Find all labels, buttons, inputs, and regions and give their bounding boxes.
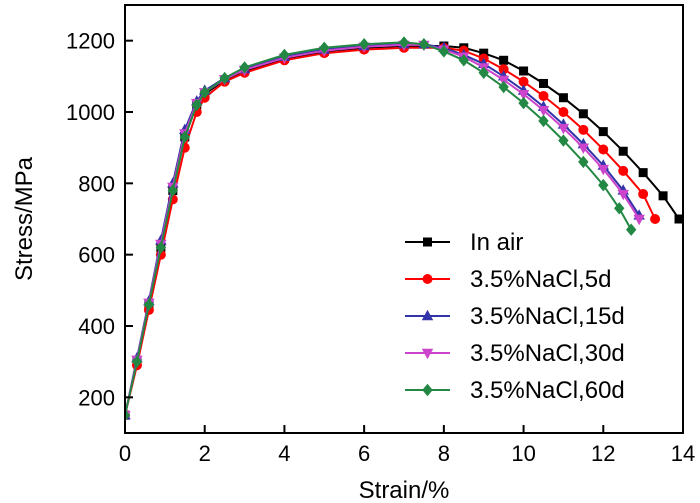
data-point (438, 45, 450, 58)
legend-entry-2: 3.5%NaCl,5d (405, 266, 611, 293)
data-point (498, 80, 509, 94)
y-tick-label: 600 (78, 243, 115, 268)
data-point (143, 298, 155, 311)
data-point (577, 143, 590, 154)
data-point (558, 134, 569, 147)
legend-label: In air (470, 229, 523, 256)
legend-entry-5: 3.5%NaCl,60d (405, 377, 625, 404)
legend-entry-4: 3.5%NaCl,30d (405, 340, 625, 367)
legend-label: 3.5%NaCl,15d (470, 303, 625, 330)
series-layer (125, 36, 683, 422)
data-point (478, 66, 489, 79)
data-point (191, 98, 202, 112)
x-tick-label: 8 (438, 441, 450, 466)
data-point (239, 61, 250, 74)
data-point (518, 96, 529, 110)
data-point (557, 123, 570, 135)
y-tick-label: 400 (78, 314, 115, 339)
x-axis-title: Strain/% (359, 477, 450, 503)
data-point (598, 178, 609, 192)
data-point (358, 38, 370, 51)
legend-marker (421, 348, 434, 360)
data-point (398, 36, 410, 49)
data-point (597, 164, 609, 176)
data-point (578, 124, 589, 135)
legend-marker (422, 274, 433, 284)
data-point (479, 48, 489, 58)
data-point (658, 191, 668, 201)
data-point (499, 55, 509, 65)
x-tick-label: 14 (671, 441, 695, 466)
data-point (598, 127, 608, 137)
legend-label: 3.5%NaCl,5d (470, 266, 611, 293)
data-point (125, 408, 131, 422)
data-point (614, 202, 625, 215)
data-point (650, 214, 661, 224)
data-point (638, 189, 649, 200)
data-point (518, 76, 529, 87)
legend-marker (423, 237, 432, 247)
data-point (155, 241, 167, 254)
data-point (199, 86, 210, 99)
legend: In air 3.5%NaCl,5d 3.5%NaCl,15d 3.5%NaCl,30… (405, 229, 625, 404)
data-point (131, 355, 143, 368)
x-tick-label: 6 (358, 441, 370, 466)
y-tick-label: 800 (78, 171, 115, 196)
data-point (578, 155, 589, 169)
legend-label: 3.5%NaCl,30d (470, 340, 625, 367)
data-point (167, 184, 179, 197)
data-point (537, 106, 550, 117)
data-point (617, 189, 629, 201)
data-point (638, 168, 648, 178)
data-point (538, 90, 549, 101)
data-point (498, 64, 509, 75)
data-point (517, 89, 530, 101)
data-point (625, 223, 637, 236)
legend-entry-3: 3.5%NaCl,15d (405, 303, 625, 330)
legend-entry-1: In air (405, 229, 523, 256)
data-point (538, 114, 549, 128)
data-point (219, 71, 230, 85)
legend-label: 3.5%NaCl,60d (470, 377, 625, 404)
data-point (633, 214, 645, 226)
legend-marker (421, 309, 434, 321)
y-axis-title: Stress/MPa (11, 156, 38, 281)
data-point (319, 41, 330, 54)
x-tick-label: 2 (199, 441, 211, 466)
x-tick-label: 0 (119, 441, 131, 466)
y-tick-label: 1200 (66, 29, 115, 54)
data-point (618, 165, 629, 176)
data-point (418, 38, 430, 51)
series-line-5 (125, 41, 633, 416)
data-point (539, 78, 548, 88)
axes: 0 2 4 6 8 10 12 14 200 400 600 800 1000 1200 (66, 4, 695, 466)
data-point (674, 214, 683, 224)
y-tick-label: 1000 (66, 100, 115, 125)
data-point (558, 107, 569, 117)
data-point (598, 144, 609, 155)
x-tick-label: 10 (511, 441, 535, 466)
y-tick-label: 200 (78, 385, 115, 410)
data-point (279, 48, 290, 62)
data-point (618, 146, 628, 156)
data-point (179, 130, 190, 144)
series-5 (125, 36, 637, 422)
plot-frame (124, 4, 684, 434)
data-point (578, 109, 588, 119)
x-tick-label: 4 (278, 441, 290, 466)
x-tick-label: 12 (591, 441, 615, 466)
data-point (458, 54, 469, 67)
legend-marker (422, 383, 433, 397)
data-point (558, 93, 568, 103)
data-point (519, 66, 529, 76)
